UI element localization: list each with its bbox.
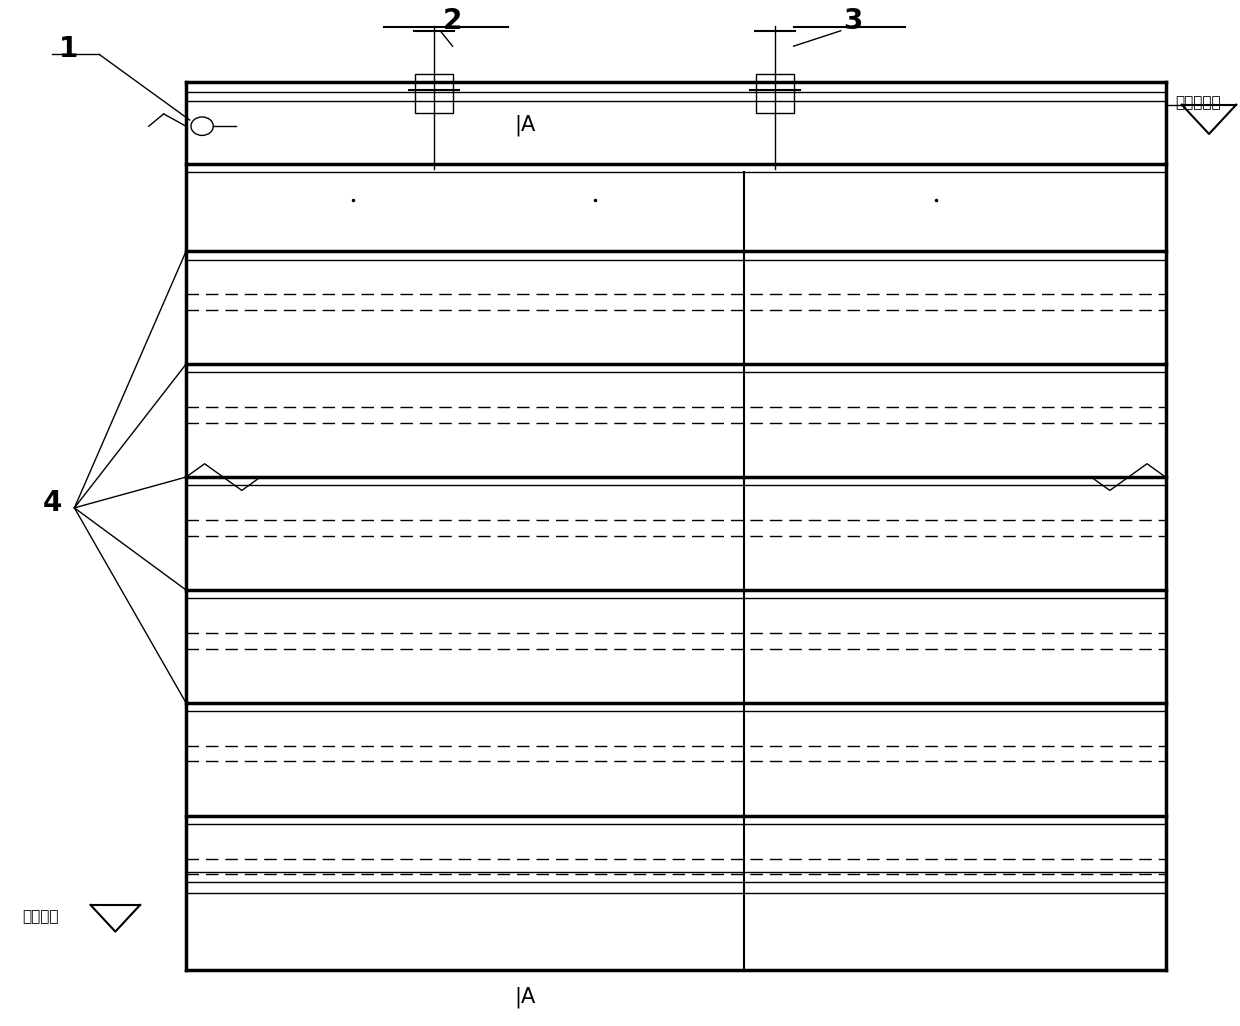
Text: |A: |A xyxy=(515,115,536,135)
Text: 4: 4 xyxy=(42,488,62,517)
Bar xyxy=(756,74,794,113)
Text: 挡土墙上口: 挡土墙上口 xyxy=(1176,95,1221,110)
Bar xyxy=(415,74,453,113)
Text: 3: 3 xyxy=(843,6,863,35)
Text: |A: |A xyxy=(515,987,536,1008)
Text: 2: 2 xyxy=(443,6,463,35)
Text: 水体水面: 水体水面 xyxy=(22,909,58,923)
Text: 1: 1 xyxy=(58,35,78,64)
